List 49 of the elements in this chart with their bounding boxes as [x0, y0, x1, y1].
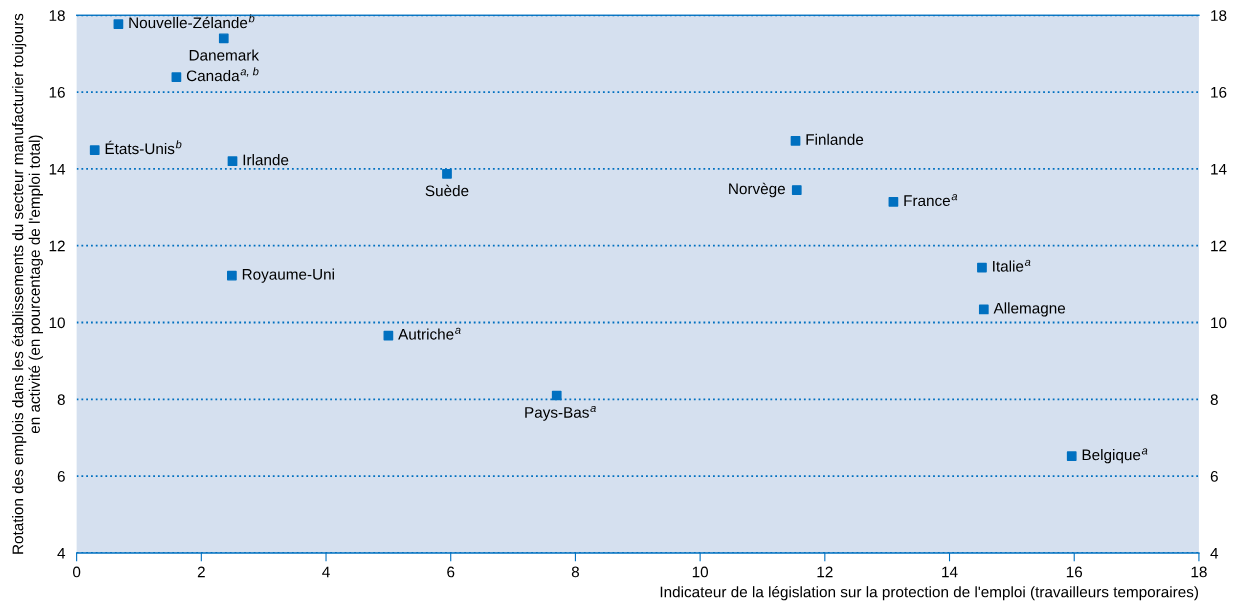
point: [551, 390, 562, 401]
x-tick-label: 10: [692, 566, 709, 578]
point: [888, 197, 899, 207]
y-axis-title: Rotation des emplois dans les établissements du secteur manufacturier toujours en activité (en pourcentage de l'emploi total): [11, 13, 43, 554]
x-tick-label: 6: [447, 566, 455, 578]
annotation: Suède: [425, 184, 469, 197]
y-tick-label: 6: [57, 471, 65, 482]
y2-tick-label: 14: [1211, 163, 1227, 175]
point: [171, 72, 182, 82]
point: [227, 156, 238, 167]
x-tick-label: 4: [322, 566, 330, 578]
point: [790, 135, 801, 146]
y-tick-label: 14: [49, 163, 66, 175]
x-tick-label: 12: [817, 566, 833, 578]
point: [978, 304, 989, 315]
y2-tick-label: 18: [1211, 10, 1227, 21]
x-axis-title: Indicateur de la législation sur la protection de l'emploi (travailleurs temporaires): [660, 585, 1199, 601]
point: [442, 169, 452, 179]
y-tick-label: 12: [49, 240, 65, 252]
point: [218, 33, 229, 44]
y2-tick-label: 6: [1210, 471, 1218, 482]
x-tick-label: 16: [1066, 566, 1083, 578]
x-tick-label: 18: [1191, 566, 1207, 578]
point: [1066, 451, 1077, 462]
x-tick-label: 2: [197, 566, 205, 578]
point: [977, 262, 987, 273]
y2-tick-label: 12: [1211, 240, 1227, 252]
y-tick-label: 18: [49, 10, 65, 21]
point: [227, 270, 237, 281]
y2-tick-label: 10: [1211, 317, 1227, 329]
x-tick-label: 14: [942, 566, 958, 578]
annotation: Danemark: [189, 49, 260, 61]
point: [89, 145, 100, 155]
y2-tick-label: 8: [1210, 394, 1218, 406]
point: [113, 19, 124, 29]
point: [791, 185, 802, 195]
y2-tick-label: 16: [1211, 86, 1227, 98]
y-tick-label: 8: [57, 394, 65, 406]
x-tick-label: 0: [72, 566, 81, 578]
y-tick-label: 16: [49, 86, 65, 98]
annotation: Norvège: [729, 182, 785, 198]
annotation: Irlande: [243, 154, 289, 166]
x-tick-label: 8: [571, 566, 580, 578]
y-tick-label: 4: [57, 547, 66, 559]
annotation: Allemagne: [993, 302, 1066, 317]
annotation: Royaume-Uni: [242, 268, 334, 283]
y-tick-label: 10: [49, 317, 65, 329]
y2-tick-label: 4: [1210, 547, 1219, 559]
annotation: Finlande: [806, 133, 864, 145]
